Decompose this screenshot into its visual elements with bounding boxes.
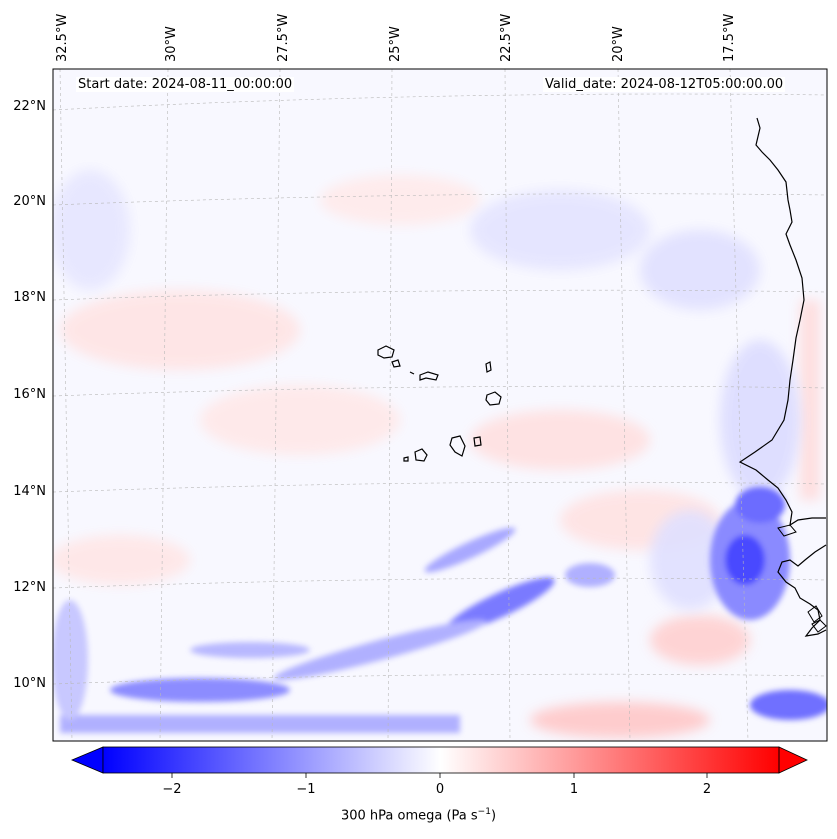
colorbar-title-exponent: −1 [477,807,491,817]
colorbar-title-suffix: ) [490,808,497,824]
colorbar-tick-label: 2 [702,782,712,797]
colorbar-min-extend [70,746,104,774]
africa-coastline [738,117,826,527]
colorbar-max-extend [778,746,808,774]
lat-label: 14°N [13,484,46,499]
colorbar-title: 300 hPa omega (Pa s−1) [0,807,837,823]
valid-date-label: Valid_date: 2024-08-12T05:00:00.00 [543,77,786,92]
lon-label: 22.5°W [499,13,514,62]
lon-label: 17.5°W [722,13,737,62]
colorbar-tick-label: −1 [296,782,316,797]
omega-field [53,69,827,741]
lat-label: 18°N [13,290,46,305]
map-frame [52,68,828,742]
lon-label: 32.5°W [55,13,70,62]
lat-label: 20°N [13,194,46,209]
colorbar-title-text: 300 hPa omega (Pa s [340,808,478,824]
colorbar-gradient [103,747,779,773]
lon-label: 30°W [164,26,179,62]
lat-label: 12°N [13,580,46,595]
lat-label: 22°N [13,99,46,114]
start-date-label: Start date: 2024-08-11_00:00:00 [76,77,295,92]
cape-verde-islands [377,345,502,462]
lon-label: 27.5°W [276,13,291,62]
graticule [53,69,827,741]
colorbar [70,746,808,778]
lat-label: 16°N [13,387,46,402]
colorbar-tick-label: −2 [162,782,182,797]
lon-label: 25°W [388,26,403,62]
lat-label: 10°N [13,676,46,691]
colorbar-tick-label: 0 [435,782,445,797]
colorbar-tick-label: 1 [569,782,579,797]
lon-label: 20°W [611,26,626,62]
guinea-coastline [777,544,827,637]
